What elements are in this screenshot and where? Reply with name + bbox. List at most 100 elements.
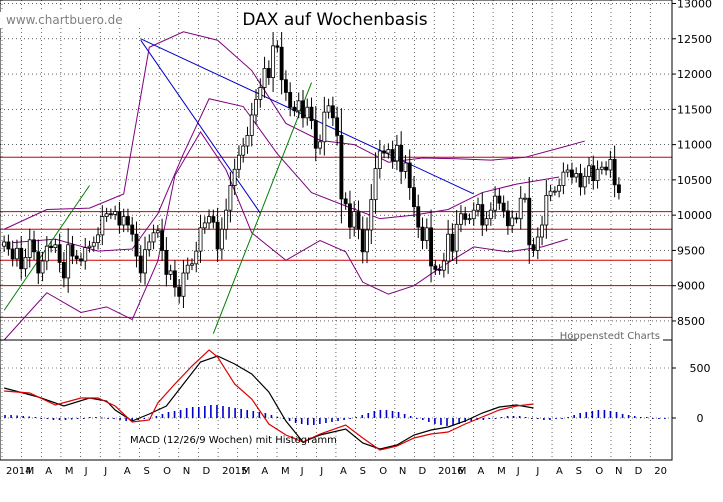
candle-body [190, 263, 194, 266]
candle-body [612, 159, 617, 186]
histogram-bar [143, 418, 146, 419]
histogram-bar [113, 418, 115, 419]
candle-body [202, 222, 207, 229]
time-tick-label: N [183, 466, 190, 477]
candle-body [134, 233, 139, 257]
histogram-bar [210, 405, 212, 418]
histogram-bar [22, 416, 24, 418]
candle-body [164, 250, 169, 275]
histogram-bar [379, 410, 382, 418]
histogram-bar [46, 418, 49, 419]
candle-body [138, 255, 143, 274]
time-tick-label: D [202, 466, 210, 477]
histogram-bar [512, 416, 515, 418]
macd-label: MACD (12/26/9 Wochen) mit Histogramm [130, 435, 337, 446]
candle-body [463, 213, 468, 220]
histogram-bar [373, 411, 376, 418]
candle-body [61, 262, 66, 279]
histogram-bar [543, 418, 545, 420]
candle-body [339, 135, 344, 200]
histogram-bar [82, 418, 85, 419]
candle-body [207, 216, 211, 224]
histogram-bar [70, 418, 73, 420]
histogram-bar [446, 418, 448, 426]
time-tick-label: A [477, 466, 484, 477]
candle-body [480, 204, 485, 226]
time-tick-label: N [399, 466, 406, 477]
histogram-bar [40, 418, 43, 419]
candle-body [557, 185, 562, 192]
histogram-bar [252, 411, 255, 418]
candle-body [544, 194, 549, 226]
time-tick-label: A [45, 466, 52, 477]
histogram-bar [246, 410, 249, 418]
candle-body [224, 209, 229, 230]
bollinger-middle [12, 98, 560, 252]
candle-body [155, 230, 160, 234]
time-tick-label: N [615, 466, 622, 477]
macd-lines [3, 349, 534, 451]
candle-body [394, 144, 399, 162]
candle-body [271, 45, 276, 78]
candle-body [548, 190, 553, 196]
candle-body [591, 165, 596, 181]
histogram-bar [367, 413, 370, 418]
candle-body [390, 149, 395, 162]
candle-body [177, 286, 182, 297]
candle-body [595, 168, 600, 181]
histogram-bar [615, 412, 618, 418]
histogram-bar [313, 418, 315, 425]
histogram-bar [464, 418, 466, 422]
histogram-bar [397, 412, 400, 418]
candle-body [518, 197, 523, 220]
candle-body [143, 249, 147, 274]
histogram-bar [506, 416, 509, 418]
candle-body [369, 199, 374, 231]
candle-body [356, 211, 361, 230]
histogram-bar [494, 418, 497, 419]
macd-tick-label: 0 [697, 412, 704, 425]
candle-body [79, 258, 83, 262]
histogram-bar [167, 412, 170, 418]
histogram-bar [191, 407, 194, 418]
candle-body [211, 216, 216, 223]
candle-body [232, 168, 237, 186]
candle-body [121, 216, 126, 226]
time-tick-label: D [635, 466, 643, 477]
candle-body [343, 198, 348, 205]
candle-body [44, 245, 49, 262]
candle-body [249, 114, 254, 136]
candle-body [578, 173, 583, 188]
time-tick-label: O [163, 466, 171, 477]
candle-body [450, 233, 455, 252]
histogram-bar [325, 418, 327, 423]
time-tick-label: M [497, 466, 506, 477]
histogram-bar [537, 418, 539, 419]
time-tick-label: J [300, 466, 304, 477]
candle-body [561, 171, 566, 186]
candle-body [382, 150, 387, 154]
candle-body [433, 265, 438, 270]
chart-title: DAX auf Wochenbasis [242, 10, 427, 30]
price-axis-ticks: 8500 9000 9500 10000 10500 11000 11500 12000 125… [672, 0, 712, 328]
time-tick-label: 20 [654, 466, 667, 477]
candle-body [100, 216, 105, 236]
histogram-bar [355, 417, 357, 418]
time-tick-label: D [419, 466, 427, 477]
candle-body [570, 169, 574, 178]
histogram-bar [58, 418, 61, 420]
macd-grid [0, 367, 672, 419]
price-tick-label: 11000 [677, 139, 712, 152]
candle-body [437, 269, 442, 271]
histogram-bar [658, 418, 660, 419]
histogram-bar [567, 417, 569, 418]
candle-body [262, 68, 267, 88]
price-tick-label: 9500 [677, 244, 705, 257]
watermark: www.chartbuero.de [6, 13, 123, 27]
time-tick-label: 2014 [6, 466, 31, 477]
candle-body [23, 257, 28, 270]
histogram-bar [530, 418, 533, 419]
time-tick-label: M [458, 466, 467, 477]
candle-body [181, 272, 186, 297]
